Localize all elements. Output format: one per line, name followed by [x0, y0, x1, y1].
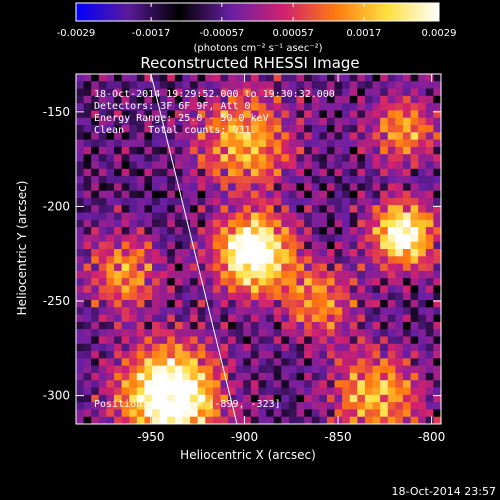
- x-axis-label: Heliocentric X (arcsec): [180, 448, 316, 462]
- x-axis: -950 -900 -850 -800: [137, 74, 445, 444]
- y-tick-label: -250: [43, 294, 70, 308]
- colorbar: [75, 2, 440, 22]
- footer-timestamp: 18-Oct-2014 23:57: [391, 485, 496, 498]
- chart-title: Reconstructed RHESSI Image: [140, 54, 359, 72]
- colorbar-tick-label: -0.00057: [199, 28, 244, 39]
- x-tick-label: -950: [137, 430, 164, 444]
- x-tick-label: -900: [231, 430, 258, 444]
- y-tick-label: -200: [43, 199, 70, 213]
- colorbar-tick-label: 0.0029: [422, 28, 457, 39]
- annotations: 18-Oct-2014 19:29:52.000 to 19:30:32.000…: [94, 89, 335, 410]
- heatmap-image: [76, 74, 441, 424]
- annotation-time-range: 18-Oct-2014 19:29:52.000 to 19:30:32.000: [94, 89, 335, 100]
- y-tick-label: -150: [43, 105, 70, 119]
- colorbar-tick-label: -0.0017: [132, 28, 171, 39]
- annotation-peak-position: Position of Peak = [-899, -323]: [94, 399, 281, 410]
- colorbar-ticks: -0.0029 -0.0017 -0.00057 0.00057 0.0017 0.002…: [57, 3, 457, 39]
- colorbar-tick-label: 0.00057: [272, 28, 313, 39]
- y-tick-label: -300: [43, 389, 70, 403]
- solar-limb-line: [150, 73, 238, 425]
- colorbar-units-label: (photons cm⁻² s⁻¹ asec⁻²): [193, 43, 322, 54]
- x-tick-label: -800: [418, 430, 445, 444]
- x-tick-label: -850: [324, 430, 351, 444]
- y-axis-label: Heliocentric Y (arcsec): [15, 181, 29, 316]
- annotation-energy-range: Energy Range: 25.0 - 50.0 keV: [94, 113, 269, 124]
- plot-frame: [75, 73, 442, 425]
- annotation-detectors: Detectors: 3F 6F 9F, Att 0: [94, 101, 251, 112]
- colorbar-tick-label: -0.0029: [57, 28, 96, 39]
- y-axis: -150 -200 -250 -300: [43, 105, 441, 403]
- colorbar-tick-label: 0.0017: [346, 28, 381, 39]
- annotation-counts: Clean Total counts: 931.: [94, 125, 257, 136]
